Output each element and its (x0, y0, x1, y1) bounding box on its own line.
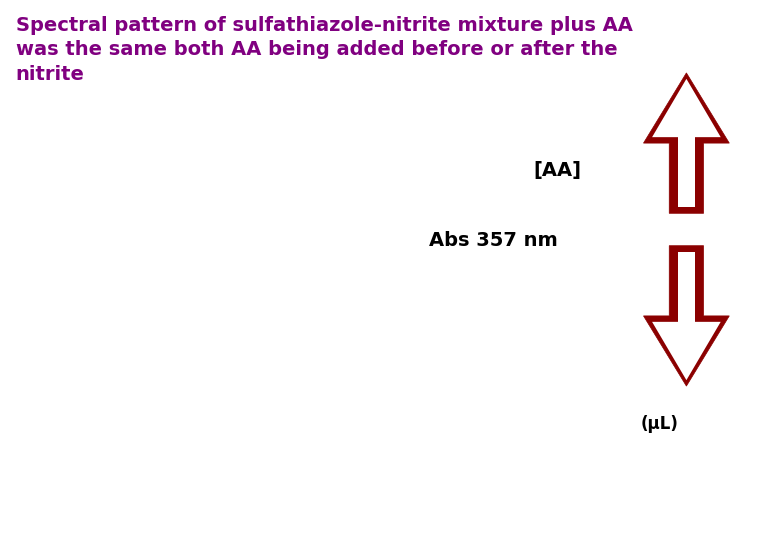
Polygon shape (644, 73, 729, 213)
Polygon shape (678, 252, 695, 322)
Polygon shape (644, 246, 729, 386)
Polygon shape (652, 322, 721, 380)
Text: Spectral pattern of sulfathiazole-nitrite mixture plus AA
was the same both AA b: Spectral pattern of sulfathiazole-nitrit… (16, 16, 633, 84)
Text: (μL): (μL) (640, 415, 678, 433)
Polygon shape (652, 79, 721, 137)
Text: Abs 357 nm: Abs 357 nm (429, 231, 558, 250)
Text: [AA]: [AA] (533, 160, 581, 180)
Polygon shape (678, 137, 695, 207)
